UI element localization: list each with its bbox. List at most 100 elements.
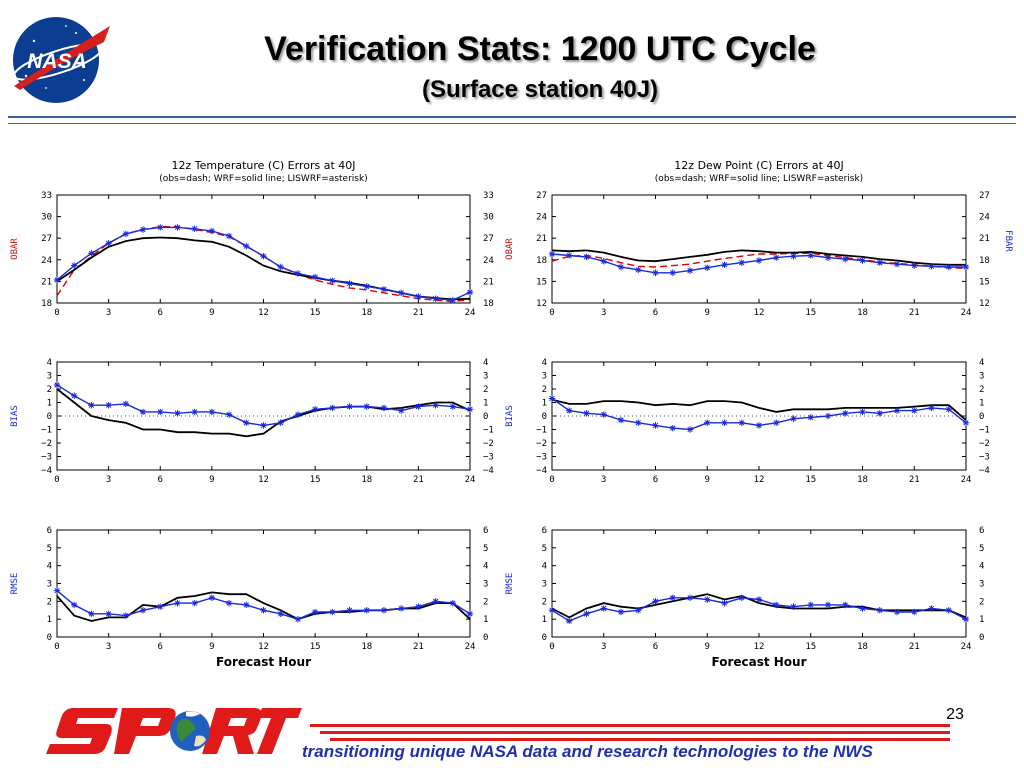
chart-panel-0: 12z Temperature (C) Errors at 40J (obs=da… <box>10 159 494 318</box>
series-liswrf-point <box>243 601 250 609</box>
series-liswrf-point <box>773 254 780 261</box>
series-liswrf-point <box>945 263 952 271</box>
y-tick-label-right: 24 <box>483 256 494 266</box>
y-tick-label: −1 <box>41 426 52 436</box>
series-liswrf-point <box>191 408 198 416</box>
x-tick-label: 18 <box>361 475 372 485</box>
x-tick-label: 15 <box>310 308 321 318</box>
y-tick-label-right: −2 <box>979 439 990 449</box>
series-liswrf-point <box>962 419 970 426</box>
y-tick-label-right: 2 <box>483 385 488 395</box>
series-liswrf-point <box>139 408 147 416</box>
y-tick-label: 30 <box>41 213 52 223</box>
series-liswrf-point <box>225 232 233 240</box>
footer-tagline: transitioning unique NASA data and resea… <box>302 742 873 761</box>
x-tick-label: 18 <box>857 642 868 652</box>
y-tick-label-right: 21 <box>979 234 990 244</box>
series-liswrf-point <box>294 270 302 277</box>
series-liswrf-point <box>53 381 61 389</box>
y-tick-label: 5 <box>47 544 52 554</box>
series-liswrf-point <box>652 269 659 276</box>
series-liswrf-point <box>790 603 797 610</box>
series-liswrf-point <box>686 426 694 433</box>
series-liswrf-point <box>652 598 659 605</box>
y-tick-label: 4 <box>542 562 547 572</box>
series-liswrf-point <box>88 610 95 618</box>
series-liswrf-point <box>824 601 832 609</box>
series-liswrf-point <box>311 406 319 413</box>
y-tick-label: −3 <box>536 453 547 463</box>
x-tick-label: 3 <box>106 642 111 652</box>
y-tick-label-right: 0 <box>979 633 984 643</box>
x-axis-label: Forecast Hour <box>216 655 311 669</box>
y-tick-label: 18 <box>536 256 547 266</box>
y-tick-label-right: 1 <box>483 615 488 625</box>
y-tick-label: 33 <box>41 191 52 201</box>
series-liswrf-point <box>260 422 267 429</box>
series-liswrf-point <box>842 601 849 609</box>
y-tick-label-right: 5 <box>483 544 488 554</box>
y-tick-label: 6 <box>47 526 52 536</box>
series-liswrf-point <box>294 411 302 418</box>
x-tick-label: 6 <box>158 308 163 318</box>
series-liswrf-point <box>600 258 607 265</box>
y-tick-label: 1 <box>47 615 52 625</box>
series-liswrf-point <box>928 263 935 270</box>
y-tick-label-right: −2 <box>483 439 494 449</box>
y-tick-label-right: 1 <box>483 399 488 409</box>
series-liswrf-point <box>635 266 642 274</box>
x-tick-label: 0 <box>54 642 59 652</box>
series-liswrf-point <box>738 594 745 601</box>
y-tick-label: 2 <box>47 597 52 607</box>
series-liswrf-point <box>911 608 918 616</box>
x-tick-label: 9 <box>705 642 710 652</box>
y-tick-label-right: 30 <box>483 213 494 223</box>
y-tick-label: 1 <box>542 399 547 409</box>
y-tick-label: 3 <box>542 372 547 382</box>
series-liswrf-line <box>56 384 471 427</box>
y-tick-label: 3 <box>47 372 52 382</box>
y-tick-label-right: 4 <box>483 562 488 572</box>
x-tick-label: 12 <box>258 642 269 652</box>
y-tick-label-right: 4 <box>979 358 984 368</box>
series-liswrf-point <box>139 226 147 233</box>
y-tick-label: 18 <box>41 299 52 309</box>
series-liswrf-point <box>380 286 388 293</box>
x-tick-label: 21 <box>413 475 424 485</box>
series-liswrf-point <box>911 262 918 269</box>
series-liswrf-point <box>243 242 250 250</box>
series-liswrf-point <box>583 253 590 261</box>
series-liswrf-point <box>157 408 164 416</box>
series-liswrf-point <box>790 415 797 422</box>
series-liswrf-point <box>755 257 763 264</box>
x-tick-label: 12 <box>754 308 765 318</box>
series-wrf-line <box>56 591 471 622</box>
page-number: 23 <box>946 706 964 723</box>
plot-frame <box>56 529 471 638</box>
series-liswrf-point <box>566 252 573 259</box>
series-liswrf-point <box>191 599 198 607</box>
series-liswrf-point <box>277 263 284 271</box>
y-tick-label-right: −1 <box>979 426 990 436</box>
series-liswrf-point <box>635 419 642 426</box>
plot-frame <box>551 361 967 471</box>
series-liswrf-point <box>363 607 370 614</box>
series-liswrf-point <box>928 605 935 612</box>
series-liswrf-point <box>174 599 181 607</box>
series-liswrf-point <box>962 615 970 623</box>
series-liswrf-point <box>311 273 319 281</box>
x-tick-label: 24 <box>961 642 972 652</box>
series-liswrf-point <box>686 594 694 601</box>
chart-panel-2: 0 3 6 9 12 15 18 21 24−4 −4−3 −3−2 −2−1 −10 01 12 23 34 4… <box>10 358 494 485</box>
series-liswrf-point <box>600 605 607 612</box>
x-tick-label: 15 <box>805 308 816 318</box>
y-tick-label-right: 0 <box>483 412 488 422</box>
series-liswrf-point <box>893 260 901 268</box>
y-tick-label: 4 <box>542 358 547 368</box>
series-liswrf-point <box>346 607 353 614</box>
series-obs-line <box>551 252 967 270</box>
y-tick-label: 12 <box>536 299 547 309</box>
series-liswrf-point <box>807 601 814 609</box>
footer-stripes <box>310 724 950 741</box>
y-axis-label-right: FBAR <box>1003 230 1013 252</box>
